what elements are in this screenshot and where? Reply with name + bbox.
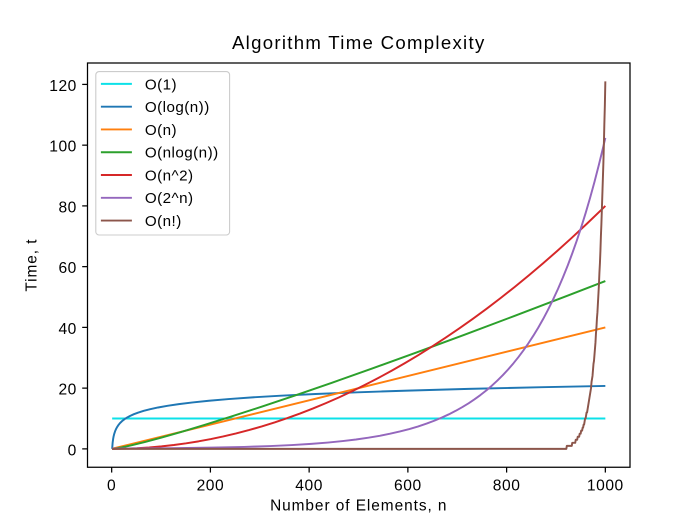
svg-text:Time, t: Time, t bbox=[24, 239, 41, 292]
svg-text:O(1): O(1) bbox=[145, 76, 177, 93]
svg-text:120: 120 bbox=[49, 78, 77, 95]
svg-text:200: 200 bbox=[197, 477, 225, 494]
svg-text:80: 80 bbox=[58, 199, 76, 216]
svg-text:O(2^n): O(2^n) bbox=[145, 190, 194, 207]
svg-text:40: 40 bbox=[58, 321, 76, 338]
svg-text:O(n!): O(n!) bbox=[145, 213, 182, 230]
svg-text:20: 20 bbox=[58, 382, 76, 399]
svg-text:O(nlog(n)): O(nlog(n)) bbox=[145, 145, 219, 162]
svg-text:60: 60 bbox=[58, 260, 76, 277]
svg-text:400: 400 bbox=[295, 477, 323, 494]
svg-text:1000: 1000 bbox=[587, 477, 624, 494]
svg-text:O(n): O(n) bbox=[145, 122, 177, 139]
svg-text:Number of Elements, n: Number of Elements, n bbox=[270, 498, 447, 515]
svg-text:800: 800 bbox=[493, 477, 521, 494]
svg-text:600: 600 bbox=[394, 477, 422, 494]
svg-text:Algorithm Time Complexity: Algorithm Time Complexity bbox=[232, 32, 486, 53]
svg-text:0: 0 bbox=[68, 442, 77, 459]
svg-text:O(log(n)): O(log(n)) bbox=[145, 99, 210, 116]
svg-text:O(n^2): O(n^2) bbox=[145, 167, 194, 184]
svg-text:0: 0 bbox=[107, 477, 116, 494]
svg-text:100: 100 bbox=[49, 139, 77, 156]
